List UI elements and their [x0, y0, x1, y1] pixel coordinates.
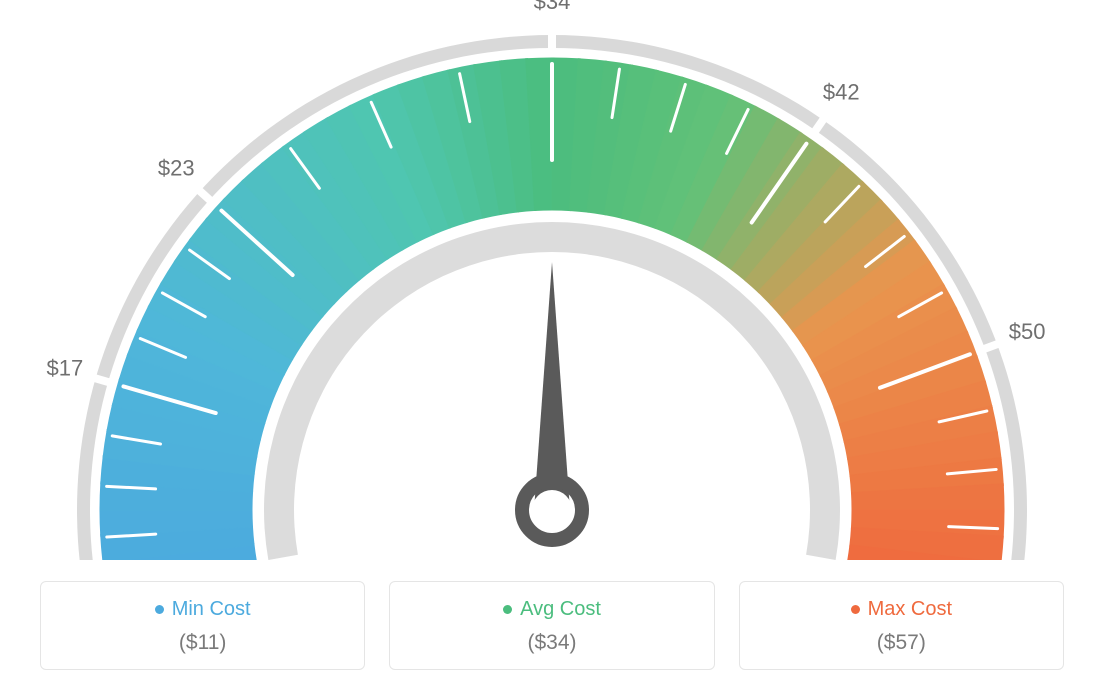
svg-text:$34: $34 [534, 0, 571, 14]
legend-max-label: Max Cost [868, 598, 952, 621]
legend-avg-value: ($34) [402, 631, 701, 655]
legend-avg-title: Avg Cost [503, 598, 601, 621]
svg-text:$23: $23 [158, 155, 195, 180]
legend-avg-label: Avg Cost [520, 598, 601, 621]
legend-min-value: ($11) [53, 631, 352, 655]
cost-gauge-widget: $11$17$23$34$42$50$57 Min Cost ($11) Avg… [0, 0, 1104, 690]
svg-text:$50: $50 [1009, 319, 1046, 344]
legend-max-card: Max Cost ($57) [739, 581, 1064, 670]
legend-max-dot-icon [851, 605, 860, 614]
legend-min-dot-icon [155, 605, 164, 614]
legend-avg-dot-icon [503, 605, 512, 614]
gauge-chart: $11$17$23$34$42$50$57 [0, 0, 1104, 560]
legend-max-title: Max Cost [851, 598, 952, 621]
legend-min-label: Min Cost [172, 598, 251, 621]
svg-text:$42: $42 [823, 79, 860, 104]
legend-min-title: Min Cost [155, 598, 251, 621]
legend-avg-card: Avg Cost ($34) [389, 581, 714, 670]
svg-text:$17: $17 [46, 355, 83, 380]
legend-max-value: ($57) [752, 631, 1051, 655]
legend-min-card: Min Cost ($11) [40, 581, 365, 670]
legend-row: Min Cost ($11) Avg Cost ($34) Max Cost (… [40, 581, 1064, 670]
